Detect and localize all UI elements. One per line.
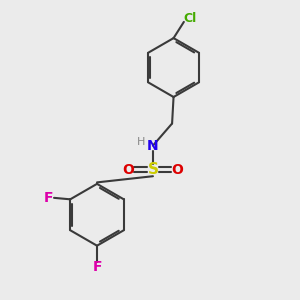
Text: O: O [123,163,134,177]
Text: H: H [136,137,145,147]
Text: Cl: Cl [184,13,197,26]
Text: N: N [147,139,159,153]
Text: F: F [44,191,53,205]
Text: S: S [147,162,158,177]
Text: O: O [171,163,183,177]
Text: F: F [92,260,102,274]
